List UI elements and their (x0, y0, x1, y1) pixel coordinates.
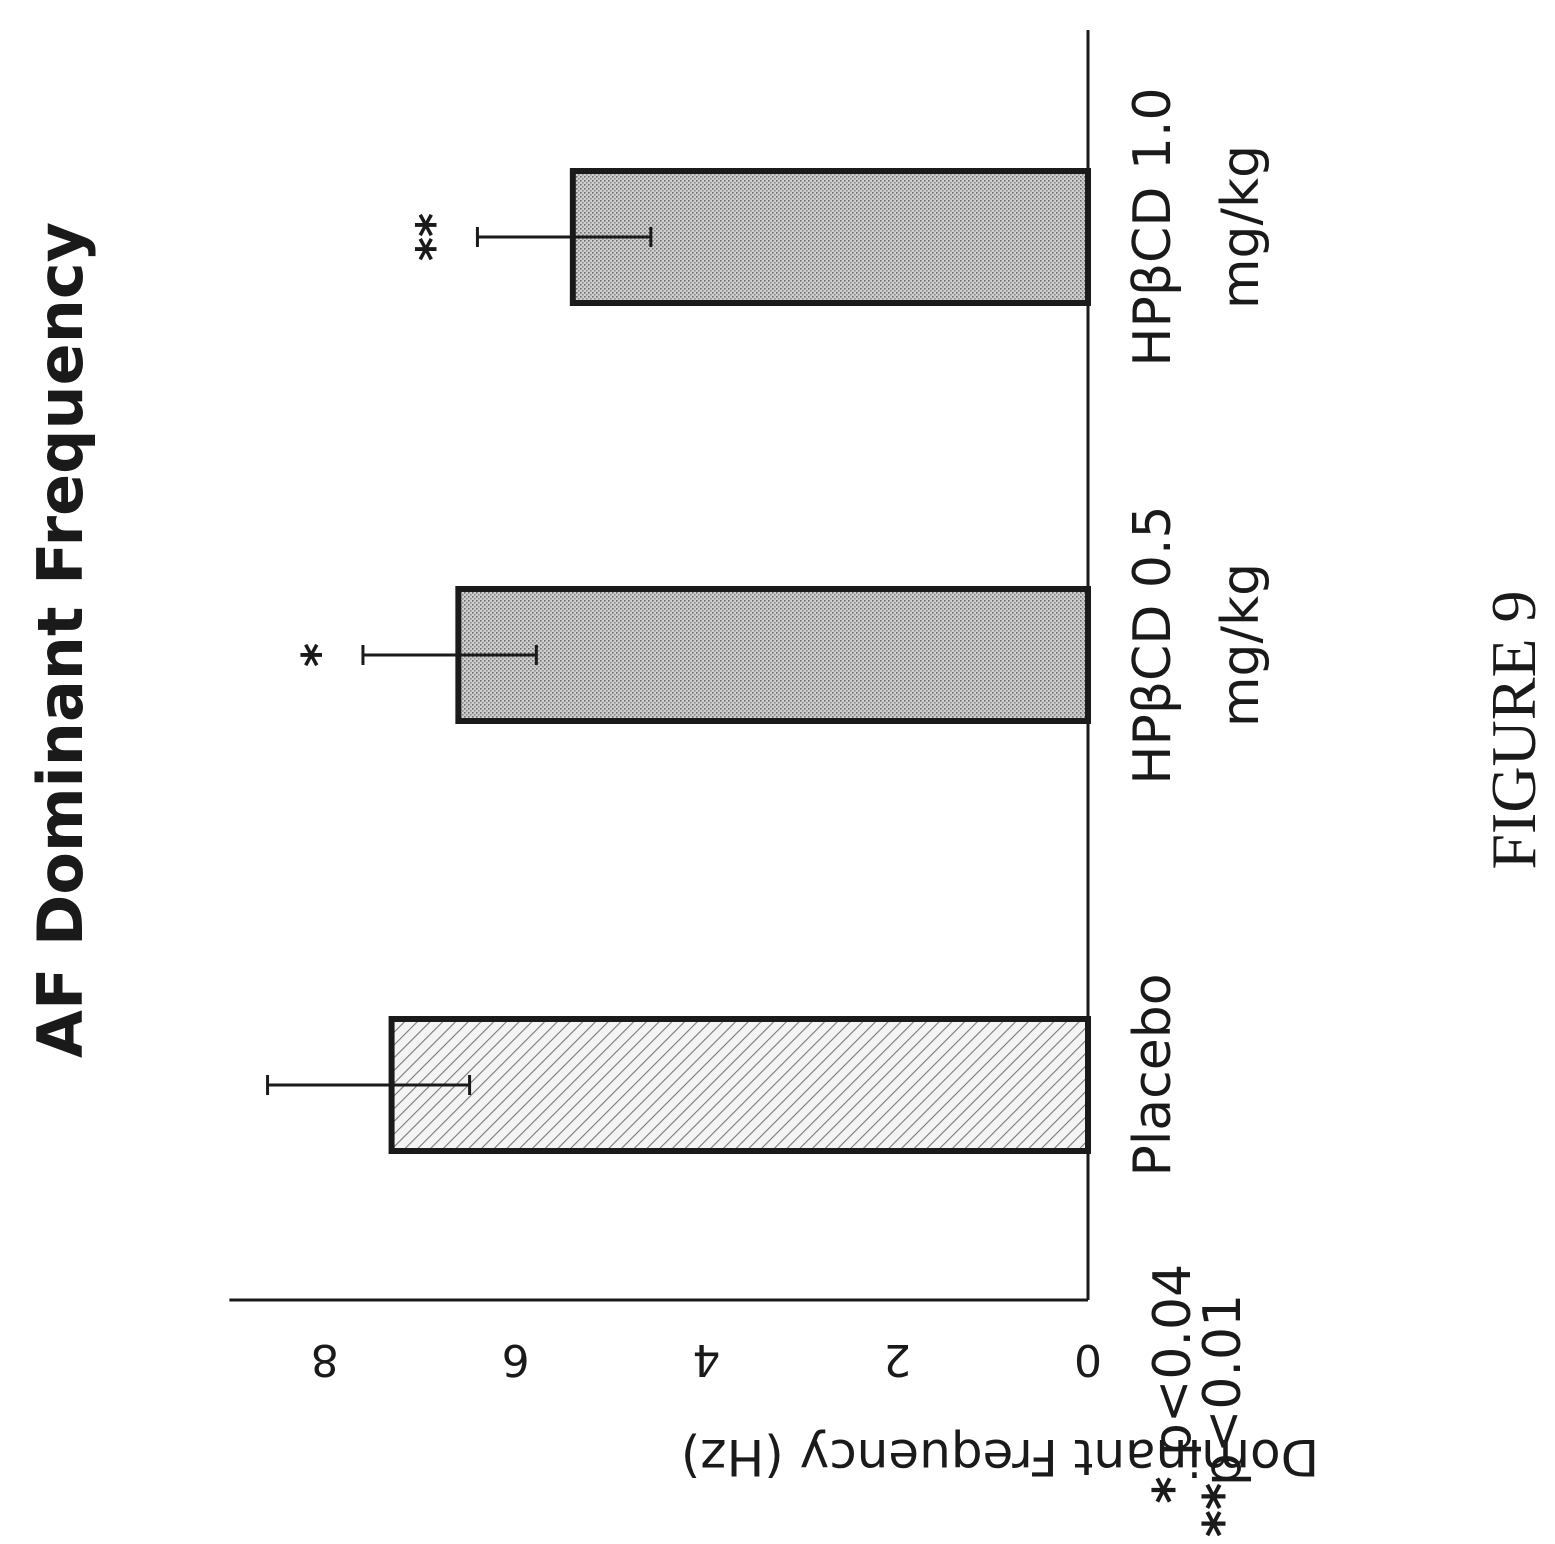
category-label-1-line-0: HPβCD 0.5 (1123, 505, 1183, 784)
footnote-2-marker: ** (1193, 1483, 1253, 1537)
category-label-2-line-1: mg/kg (1211, 145, 1271, 309)
chart-title: AF Dominant Frequency (24, 222, 97, 1058)
significance-marker-2: ** (406, 213, 460, 261)
plot-area: 0 2 4 6 8 Placebo * HPβCD 0.5 mg/kg ** HPβCD 1.0 mg… (229, 30, 1271, 1385)
y-tick-label-2: 4 (692, 1334, 720, 1385)
y-tick-label-0: 0 (1074, 1334, 1102, 1385)
figure-label: FIGURE 9 (1478, 590, 1549, 869)
footnote-2: ** p<0.01 (1193, 1294, 1253, 1537)
footnote-2-text: p<0.01 (1193, 1294, 1253, 1486)
significance-marker-1: * (292, 643, 346, 667)
category-label-1-line-1: mg/kg (1211, 563, 1271, 727)
category-label-2-line-0: HPβCD 1.0 (1123, 87, 1183, 366)
footnote-1-marker: * (1143, 1476, 1203, 1503)
bar-1 (455, 586, 1091, 724)
footnote-1: * p<0.04 (1143, 1264, 1203, 1504)
y-tick-label-3: 6 (502, 1334, 530, 1385)
y-tick-label-4: 8 (311, 1334, 339, 1385)
y-tick-label-1: 2 (883, 1334, 911, 1385)
bar-0 (388, 1016, 1091, 1154)
category-label-0: Placebo (1123, 973, 1183, 1176)
footnote-1-text: p<0.04 (1143, 1264, 1203, 1456)
y-axis-label: Dominant Frequency (Hz) (681, 1428, 1319, 1486)
